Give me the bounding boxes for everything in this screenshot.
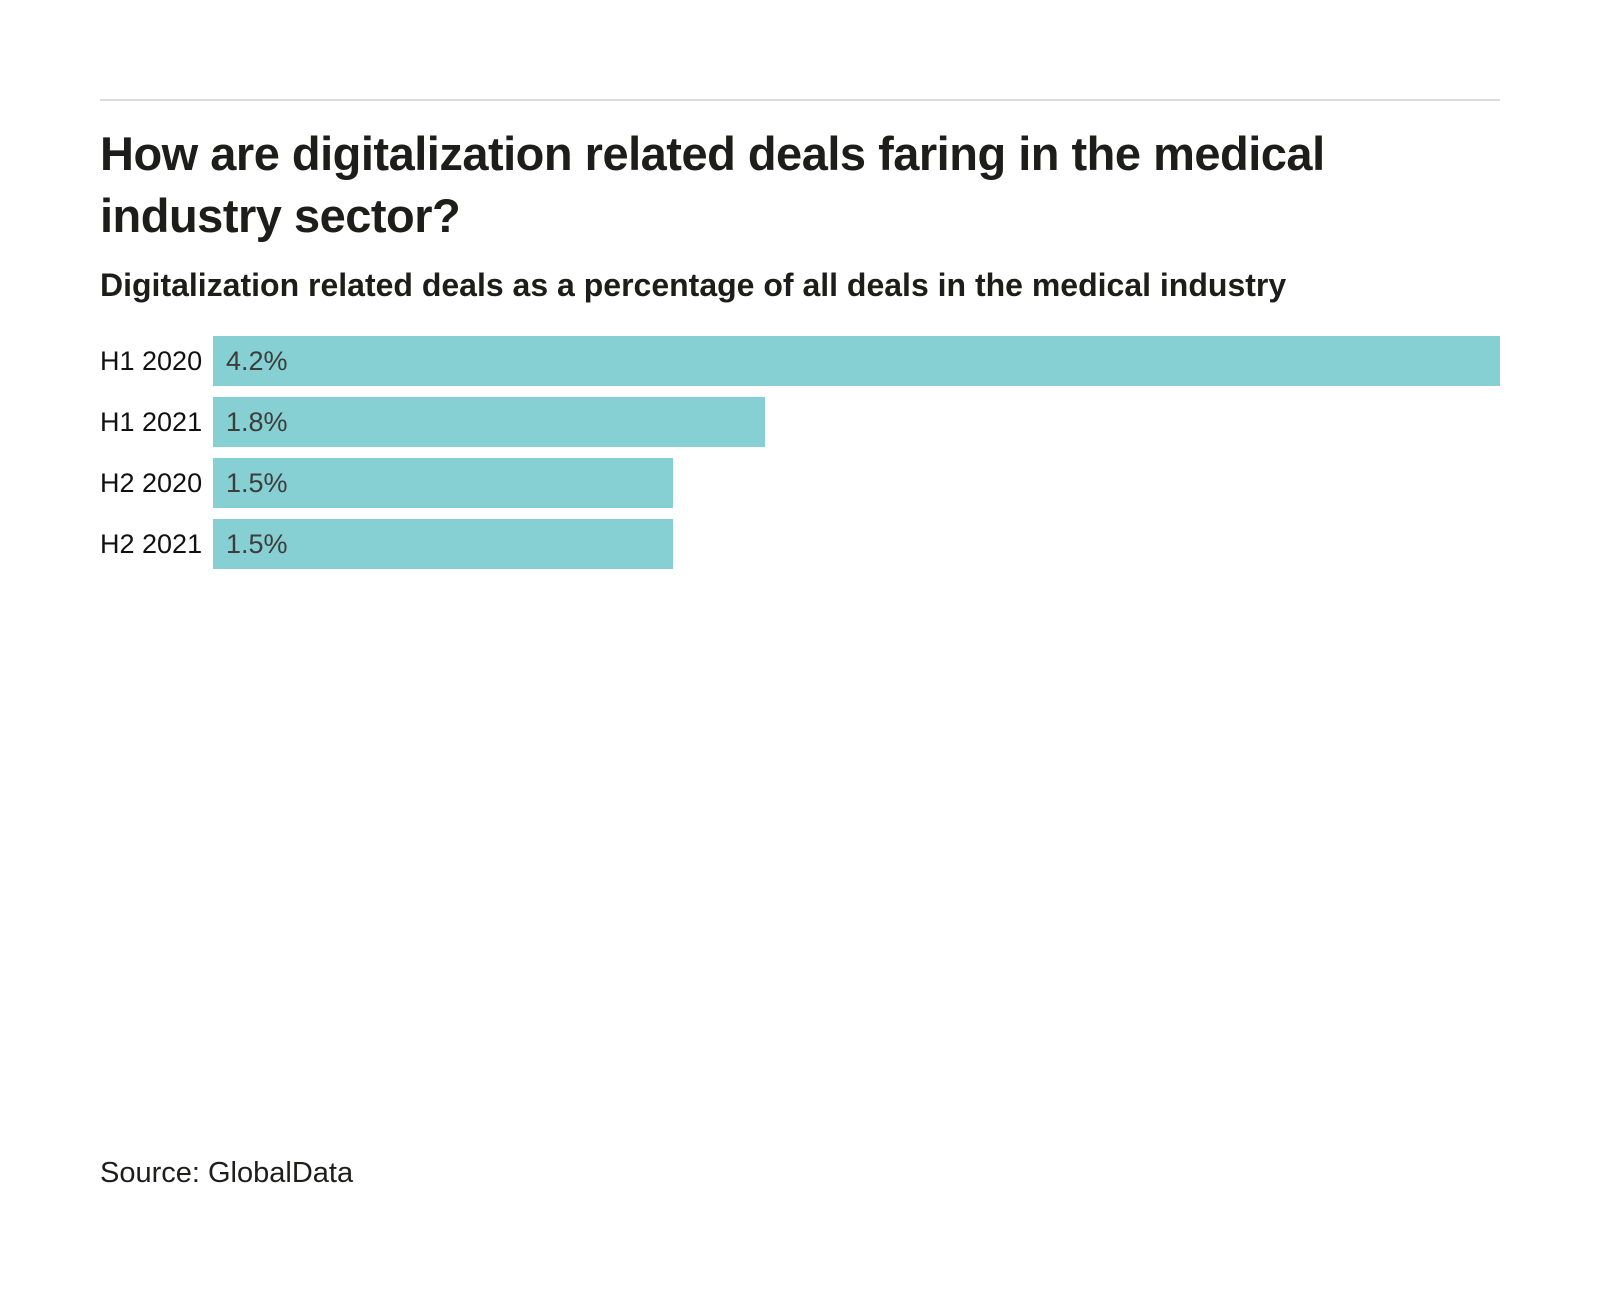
bar-chart: H1 2020 4.2% H1 2021 1.8% H2 2020 1.5% H2 2021… xyxy=(100,336,1500,569)
bar-track: 1.5% xyxy=(213,458,1500,508)
bar: 1.5% xyxy=(213,519,673,569)
bar-value-label: 1.8% xyxy=(226,406,288,437)
page-title: How are digitalization related deals far… xyxy=(100,127,1325,242)
bar-value-label: 4.2% xyxy=(226,345,288,376)
page: How are digitalization related deals far… xyxy=(0,99,1600,1299)
category-label: H2 2020 xyxy=(100,467,203,498)
bar: 4.2% xyxy=(213,336,1500,386)
category-label: H1 2020 xyxy=(100,345,203,376)
category-label: H1 2021 xyxy=(100,406,203,437)
bar: 1.5% xyxy=(213,458,673,508)
category-label: H2 2021 xyxy=(100,528,203,559)
bar-track: 1.8% xyxy=(213,397,1500,447)
source-text: Source: GlobalData xyxy=(100,1157,354,1189)
chart-row: H1 2021 1.8% xyxy=(100,397,1500,447)
chart-row: H1 2020 4.2% xyxy=(100,336,1500,386)
bar: 1.8% xyxy=(213,397,765,447)
top-divider xyxy=(100,99,1500,101)
bar-value-label: 1.5% xyxy=(226,528,288,559)
chart-row: H2 2021 1.5% xyxy=(100,519,1500,569)
chart-subtitle: Digitalization related deals as a percen… xyxy=(100,267,1287,303)
bar-track: 1.5% xyxy=(213,519,1500,569)
chart-row: H2 2020 1.5% xyxy=(100,458,1500,508)
bar-track: 4.2% xyxy=(213,336,1500,386)
bar-value-label: 1.5% xyxy=(226,467,288,498)
